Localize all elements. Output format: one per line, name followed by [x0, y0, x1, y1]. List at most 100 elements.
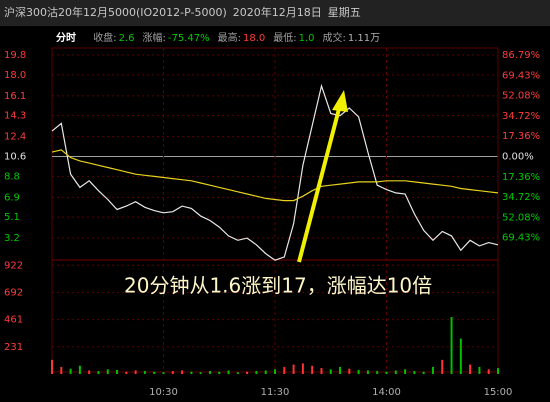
y-tick-label: 12.4: [4, 132, 26, 143]
y-tick-label: 3.2: [4, 233, 20, 244]
info-label: 成交:: [322, 33, 346, 44]
y-tick-label: 14.3: [4, 111, 26, 122]
volume-bar: [106, 369, 109, 374]
info-label: 最低:: [273, 33, 297, 44]
y-tick-label: 10.6: [4, 152, 26, 163]
volume-bar: [143, 371, 146, 374]
info-value: 18.0: [242, 33, 266, 44]
volume-bar: [97, 371, 100, 374]
volume-bar: [116, 369, 119, 374]
y-tick-label: 5.1: [4, 212, 20, 223]
volume-bar: [329, 369, 332, 374]
volume-bar: [376, 371, 379, 374]
volume-bar: [236, 372, 239, 374]
info-item: 收盘: 2.6: [93, 33, 134, 44]
info-value: 1.0: [298, 33, 315, 44]
info-bar: 分时 收盘: 2.6 涨幅: -75.47% 最高: 18.0 最低: 1.0 成交: 1.11万: [56, 30, 388, 48]
title: 沪深300沽20年12月5000(IO2012-P-5000): [4, 6, 227, 19]
volume-tick-label: 461: [4, 315, 23, 326]
y2-tick-label: 34.72%: [502, 192, 540, 203]
volume-bar: [246, 371, 249, 374]
volume-bar: [450, 317, 453, 374]
volume-bar: [162, 372, 165, 374]
volume-bar: [459, 338, 462, 374]
y2-tick-label: 17.36%: [502, 172, 540, 183]
volume-bar: [264, 370, 267, 374]
volume-bar: [422, 371, 425, 374]
price-line: [51, 83, 499, 261]
volume-bar: [469, 364, 472, 374]
volume-bar: [311, 365, 314, 374]
volume-bar: [348, 368, 351, 374]
volume-bar: [320, 368, 323, 374]
y2-tick-label: 69.43%: [502, 70, 540, 81]
volume-bar: [78, 365, 81, 374]
info-item: 涨幅: -75.47%: [142, 33, 209, 44]
x-tick-label: 15:00: [484, 387, 513, 398]
volume-bar: [181, 370, 184, 374]
info-label: 最高:: [217, 33, 241, 44]
arrow-head: [332, 90, 348, 112]
y2-tick-label: 17.36%: [502, 131, 540, 142]
volume-bar: [255, 371, 258, 374]
annotation: 20分钟从1.6涨到17，涨幅达10倍: [124, 274, 432, 298]
info-value: -75.47%: [167, 33, 210, 44]
y2-tick-label: 52.08%: [502, 212, 540, 223]
info-item: 成交: 1.11万: [323, 33, 381, 44]
volume-bar: [301, 363, 304, 374]
y2-tick-label: 34.72%: [502, 111, 540, 122]
y-tick-label: 16.1: [4, 91, 26, 102]
volume-bar: [431, 366, 434, 374]
volume-bar: [171, 371, 174, 374]
info-item: 最高: 18.0: [218, 33, 266, 44]
volume-bar: [51, 359, 53, 374]
volume-bar: [283, 366, 286, 374]
volume-tick-label: 231: [4, 342, 23, 353]
y2-tick-label: 69.43%: [502, 233, 540, 244]
info-label: 涨幅:: [142, 33, 166, 44]
y2-tick-label: 0.00%: [502, 152, 534, 163]
volume-bar: [190, 371, 193, 374]
y-tick-label: 8.8: [4, 171, 20, 182]
info-value: 2.6: [118, 33, 135, 44]
volume-bar: [413, 371, 416, 374]
volume-bar: [441, 359, 444, 374]
info-value: 1.11万: [347, 33, 381, 44]
y2-tick-label: 86.79%: [502, 50, 540, 61]
volume-bar: [153, 371, 156, 374]
volume-bar: [69, 368, 72, 374]
x-tick-label: 11:30: [261, 387, 290, 398]
volume-bar: [497, 368, 499, 374]
volume-bar: [60, 366, 63, 374]
title-bar: 沪深300沽20年12月5000(IO2012-P-5000) 2020年12月1…: [0, 0, 550, 26]
mode[interactable]: 分时: [56, 33, 76, 44]
info-label: 收盘:: [93, 33, 117, 44]
arrow-shaft: [297, 104, 342, 263]
x-tick-label: 14:00: [372, 387, 401, 398]
y2-tick-label: 52.08%: [502, 91, 540, 102]
x-tick-label: 10:30: [149, 387, 178, 398]
volume-bar: [218, 371, 221, 374]
volume-bar: [487, 369, 490, 374]
info-item: 最低: 1.0: [273, 33, 314, 44]
date: 2020年12月18日: [232, 6, 322, 19]
volume-bar: [274, 369, 276, 374]
y-tick-label: 6.9: [4, 192, 20, 203]
volume-tick-label: 922: [4, 260, 23, 271]
volume-bar: [134, 370, 137, 374]
volume-bar: [478, 366, 481, 374]
volume-bar: [208, 371, 211, 374]
volume-bar: [339, 366, 342, 374]
volume-bar: [394, 370, 397, 374]
volume-bar: [357, 369, 360, 374]
volume-bar: [366, 370, 369, 374]
volume-bar: [292, 364, 295, 374]
volume-bar: [227, 370, 230, 374]
y-tick-label: 18.0: [4, 70, 26, 81]
volume-bar: [385, 371, 388, 374]
volume-bar: [88, 370, 91, 374]
weekday: 星期五: [327, 6, 361, 19]
average-line: [51, 149, 499, 202]
